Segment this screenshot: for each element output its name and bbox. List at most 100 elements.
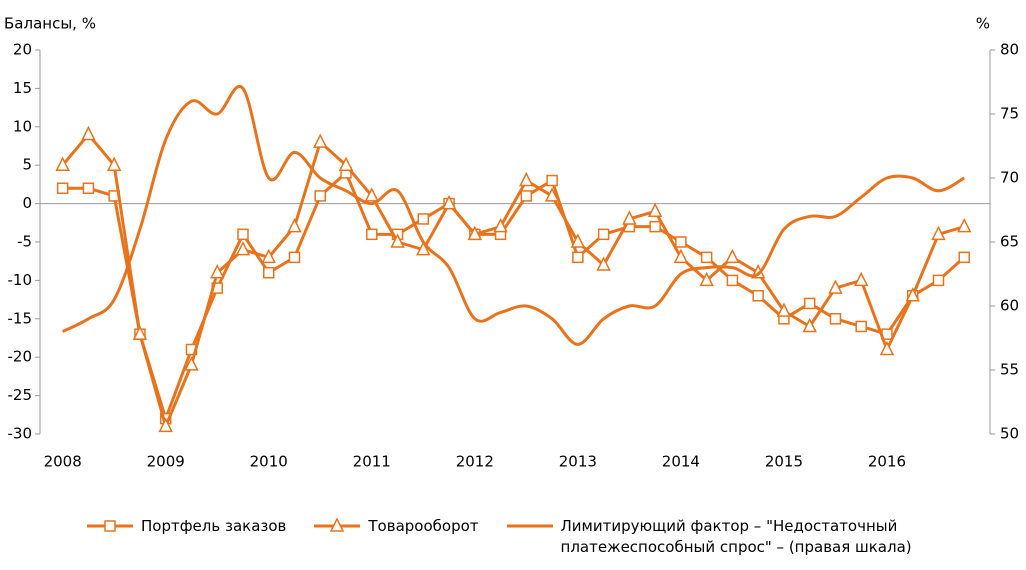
triangle-marker	[647, 202, 663, 218]
legend-label: Портфель заказов	[141, 517, 287, 535]
y2-tick-label: 55	[1000, 361, 1019, 379]
y-tick-label: -30	[8, 425, 33, 443]
legend-swatch	[314, 518, 361, 532]
square-marker	[726, 274, 739, 287]
triangle-marker	[699, 271, 714, 287]
x-tick-label: 2009	[147, 453, 185, 471]
triangle-marker	[467, 225, 483, 241]
triangle-marker	[519, 171, 534, 187]
triangle-marker	[55, 156, 70, 171]
x-tick-label: 2012	[456, 453, 494, 471]
y2-tick-label: 80	[1000, 41, 1019, 59]
triangle-marker	[106, 156, 122, 171]
x-tick-label: 2011	[353, 453, 391, 471]
y2-axis-title: %	[976, 15, 990, 33]
y2-tick-label: 70	[1000, 169, 1019, 187]
square-marker	[104, 520, 116, 532]
triangle-marker	[210, 264, 225, 279]
y2-tick-label: 75	[1000, 105, 1019, 123]
y-tick-label: 0	[22, 194, 32, 212]
triangle-marker	[330, 518, 345, 532]
y-tick-label: 5	[22, 156, 32, 174]
legend-label: Товарооборот	[368, 517, 479, 535]
triangle-marker	[364, 187, 379, 202]
x-tick-label: 2013	[559, 453, 597, 471]
legend-swatch	[87, 520, 133, 532]
triangle-marker	[776, 302, 792, 317]
series-line	[62, 84, 965, 346]
legend-item: Товарооборот	[312, 516, 479, 558]
y2-tick-label: 60	[1000, 297, 1019, 315]
square-marker	[56, 182, 69, 194]
y2-tick-label: 65	[1000, 233, 1019, 251]
x-tick-label: 2008	[44, 453, 82, 471]
triangle-marker	[81, 125, 96, 141]
square-marker	[520, 190, 533, 202]
legend-item: Портфель заказов	[85, 516, 286, 558]
y-axis-title: Балансы, %	[4, 15, 96, 33]
y-tick-label: 10	[13, 117, 32, 135]
legend: Портфель заказов Товарооборот Лимитирующий…	[85, 516, 931, 558]
square-marker	[366, 228, 378, 241]
x-tick-label: 2014	[662, 453, 700, 471]
square-marker	[546, 174, 558, 187]
y-tick-label: -15	[8, 309, 33, 327]
triangle-marker	[570, 233, 586, 248]
square-marker	[700, 251, 713, 264]
square-marker	[288, 251, 301, 264]
triangle-marker	[853, 271, 869, 287]
triangle-marker	[544, 187, 560, 202]
triangle-marker	[287, 217, 302, 233]
triangle-marker	[261, 248, 276, 264]
square-marker	[237, 228, 249, 241]
square-marker	[855, 320, 867, 333]
triangle-marker	[931, 225, 946, 241]
square-marker	[958, 251, 970, 264]
square-marker	[417, 213, 430, 225]
square-marker	[829, 313, 842, 325]
triangle-marker	[905, 287, 920, 302]
square-marker	[752, 290, 764, 302]
y-tick-label: 15	[13, 79, 32, 97]
triangle-marker	[184, 356, 199, 371]
chart: Балансы, % % -30 -25 -20 -15 -10 -5 0 5 10 15 20 50…	[4, 15, 1019, 471]
series-line	[61, 132, 965, 428]
square-marker	[82, 182, 95, 194]
triangle-marker	[673, 248, 689, 264]
y-tick-label: -10	[8, 271, 33, 289]
square-marker	[597, 228, 610, 241]
triangle-marker	[957, 217, 972, 233]
square-marker	[932, 274, 945, 287]
triangle-marker	[313, 133, 328, 148]
x-tick-label: 2015	[765, 453, 803, 471]
legend-label: Лимитирующий фактор – "Недостаточный пла…	[560, 517, 912, 556]
y-tick-label: -25	[8, 386, 33, 404]
triangle-marker	[441, 194, 457, 210]
triangle-marker	[802, 317, 817, 333]
triangle-marker	[622, 210, 637, 225]
triangle-marker	[338, 156, 354, 171]
triangle-marker	[725, 248, 740, 264]
y-tick-label: -20	[8, 348, 33, 366]
triangle-marker	[596, 256, 611, 271]
y-tick-label: 20	[13, 41, 32, 59]
y-tick-label: -5	[17, 233, 32, 251]
triangle-marker	[158, 417, 173, 433]
triangle-marker	[828, 279, 843, 294]
square-marker	[649, 220, 661, 233]
triangle-marker	[493, 217, 508, 233]
square-marker	[314, 190, 327, 202]
square-marker	[675, 236, 687, 248]
x-tick-label: 2010	[250, 453, 288, 471]
triangle-marker	[235, 241, 251, 256]
triangle-marker	[879, 340, 895, 356]
triangle-marker	[416, 241, 431, 256]
square-marker	[803, 297, 816, 310]
y2-tick-label: 50	[1000, 425, 1019, 443]
legend-swatch	[506, 524, 553, 528]
square-marker	[572, 251, 584, 264]
triangle-marker	[390, 233, 405, 248]
triangle-marker	[132, 325, 148, 340]
legend-item: Лимитирующий фактор – "Недостаточный пла…	[505, 516, 931, 558]
